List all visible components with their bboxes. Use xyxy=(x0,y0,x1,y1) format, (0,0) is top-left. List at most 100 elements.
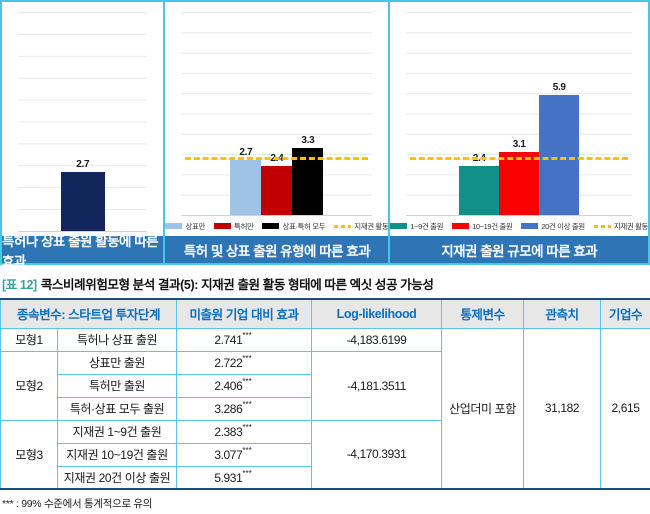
effect-value: 2.406*** xyxy=(176,373,313,398)
significance-footnote: *** : 99% 수준에서 통계적으로 유의 xyxy=(2,498,153,510)
variable-name: 지재권 20건 이상 출원 xyxy=(56,465,178,490)
table-title-text: 콕스비례위험모형 분석 결과(5): 지재권 출원 활동 형태에 따른 엑싯 성… xyxy=(40,278,434,292)
legend-label: 지재권 활동 xyxy=(613,221,648,231)
legend-item: 상표만 xyxy=(165,221,205,232)
bar-item: 2.7 xyxy=(230,12,262,215)
bars-group: 2.7 2.4 3.3 xyxy=(181,12,372,215)
significance-stars: *** xyxy=(242,468,252,478)
chart-caption: 특허나 상표 출원 활동에 따른 효과 xyxy=(2,234,164,269)
variable-name: 지재권 10~19건 출원 xyxy=(56,442,178,467)
bar xyxy=(539,95,580,215)
header-observations: 관측치 xyxy=(523,298,602,329)
legend-label: 10~19건 출원 xyxy=(472,221,513,231)
legend-item: 10~19건 출원 xyxy=(452,221,513,232)
legend-item: 지재권 활동 xyxy=(593,221,648,232)
bar-item: 2.4 xyxy=(459,12,500,215)
significance-stars: *** xyxy=(242,354,252,363)
loglik-value: -4,170.3931 xyxy=(311,419,443,490)
bar-item: 2.4 xyxy=(261,12,293,215)
model-label: 모형3 xyxy=(0,419,58,490)
variable-name: 특허나 상표 출원 xyxy=(56,327,178,352)
chart-panel-application-volume: 2.4 3.1 5.9 1~9건 출원 10~19건 출원 20건 이상 출원 지재권 활… xyxy=(388,2,648,263)
table-header-row: 종속변수: 스타트업 투자단계 미출원 기업 대비 효과 Log-likelih… xyxy=(0,298,650,329)
legend-dash-swatch xyxy=(593,224,611,228)
bar-chart-patent-or-trademark: 2.7 xyxy=(18,12,148,232)
bar xyxy=(60,171,105,231)
variable-name: 특허만 출원 xyxy=(56,373,178,398)
effect-number: 2.741 xyxy=(214,333,243,347)
reference-line xyxy=(410,157,628,161)
effect-value: 3.286*** xyxy=(176,396,313,421)
effect-number: 2.383 xyxy=(214,425,243,439)
reference-line xyxy=(185,157,369,161)
bar-item: 3.3 xyxy=(292,12,324,215)
charts-row: 2.7 특허나 상표 출원 활동에 따른 효과 2.7 2.4 3.3 상표만 특허만… xyxy=(0,0,650,265)
effect-number: 5.931 xyxy=(214,470,243,485)
model-label: 모형1 xyxy=(0,327,58,352)
chart-legend: 1~9건 출원 10~19건 출원 20건 이상 출원 지재권 활동 xyxy=(390,216,648,236)
variable-name: 상표만 출원 xyxy=(56,350,178,375)
cox-model-results-table: 종속변수: 스타트업 투자단계 미출원 기업 대비 효과 Log-likelih… xyxy=(0,298,650,490)
variable-name: 지재권 1~9건 출원 xyxy=(56,419,178,444)
table-row: 모형1 특허나 상표 출원 2.741*** -4,183.6199 산업더미 … xyxy=(0,327,650,490)
table-row: 모형2 상표만 출원 2.722*** -4,181.3511 xyxy=(0,350,650,421)
bar-value-label: 3.3 xyxy=(301,135,315,147)
legend-color-swatch xyxy=(521,223,539,229)
effect-number: 2.406 xyxy=(214,379,243,393)
legend-label: 1~9건 출원 xyxy=(410,221,444,231)
legend-label: 20건 이상 출원 xyxy=(541,221,585,231)
effect-value: 2.741*** xyxy=(176,327,313,352)
bar-value-label: 5.9 xyxy=(552,82,566,94)
legend-color-swatch xyxy=(390,223,408,229)
loglik-value: -4,183.6199 xyxy=(311,327,443,352)
header-loglikelihood: Log-likelihood xyxy=(311,298,443,329)
bar-value-label: 3.1 xyxy=(512,139,526,151)
firm-count-value: 2,615 xyxy=(600,327,650,490)
chart-caption: 지재권 출원 규모에 따른 효과 xyxy=(390,236,648,263)
table-row: 지재권 10~19건 출원 3.077*** xyxy=(1,442,650,467)
legend-item: 1~9건 출원 xyxy=(390,221,444,232)
table-row: 모형3 지재권 1~9건 출원 2.383*** -4,170.3931 xyxy=(0,419,650,490)
bar-item: 3.1 xyxy=(499,12,540,215)
header-effect: 미출원 기업 대비 효과 xyxy=(176,298,313,329)
table-row: 지재권 20건 이상 출원 5.931*** xyxy=(1,465,650,490)
header-dependent-variable: 종속변수: 스타트업 투자단계 xyxy=(0,298,178,329)
effect-value: 5.931*** xyxy=(176,465,313,490)
legend-label: 상표·특허 모두 xyxy=(282,221,326,231)
significance-stars: *** xyxy=(242,446,252,455)
bar xyxy=(499,152,540,215)
effect-value: 2.722*** xyxy=(176,350,313,375)
legend-item: 특허만 xyxy=(213,221,254,232)
significance-stars: *** xyxy=(242,331,252,340)
bars-group: 2.4 3.1 5.9 xyxy=(406,12,632,215)
bar xyxy=(459,166,500,215)
effect-number: 3.286 xyxy=(214,402,243,416)
significance-stars: *** xyxy=(242,377,252,386)
significance-stars: *** xyxy=(242,400,252,409)
legend-label: 특허만 xyxy=(233,221,254,231)
bar-chart-application-volume: 2.4 3.1 5.9 xyxy=(406,12,632,216)
observations-value: 31,182 xyxy=(523,327,602,490)
model-label: 모형2 xyxy=(0,350,58,421)
bar-item: 2.7 xyxy=(60,12,105,231)
legend-item: 지재권 활동 xyxy=(334,221,388,232)
legend-item: 상표·특허 모두 xyxy=(262,221,326,232)
legend-label: 상표만 xyxy=(185,221,205,231)
effect-value: 2.383*** xyxy=(176,419,313,444)
bar xyxy=(261,166,293,215)
legend-color-swatch xyxy=(452,223,470,229)
legend-color-swatch xyxy=(165,223,183,229)
legend-dash-swatch xyxy=(334,224,352,228)
table-title: [표 12] 콕스비례위험모형 분석 결과(5): 지재권 출원 활동 형태에 따… xyxy=(2,274,648,293)
bar-value-label: 2.7 xyxy=(76,158,90,170)
loglik-value: -4,181.3511 xyxy=(311,350,443,421)
significance-stars: *** xyxy=(242,423,252,432)
bar-value-label: 2.7 xyxy=(239,147,253,159)
bar-chart-application-type: 2.7 2.4 3.3 xyxy=(181,12,373,216)
legend-label: 지재권 활동 xyxy=(354,221,389,231)
control-variable-value: 산업더미 포함 xyxy=(441,327,525,490)
legend-color-swatch xyxy=(262,223,280,229)
bar xyxy=(230,160,262,215)
legend-color-swatch xyxy=(213,223,231,229)
